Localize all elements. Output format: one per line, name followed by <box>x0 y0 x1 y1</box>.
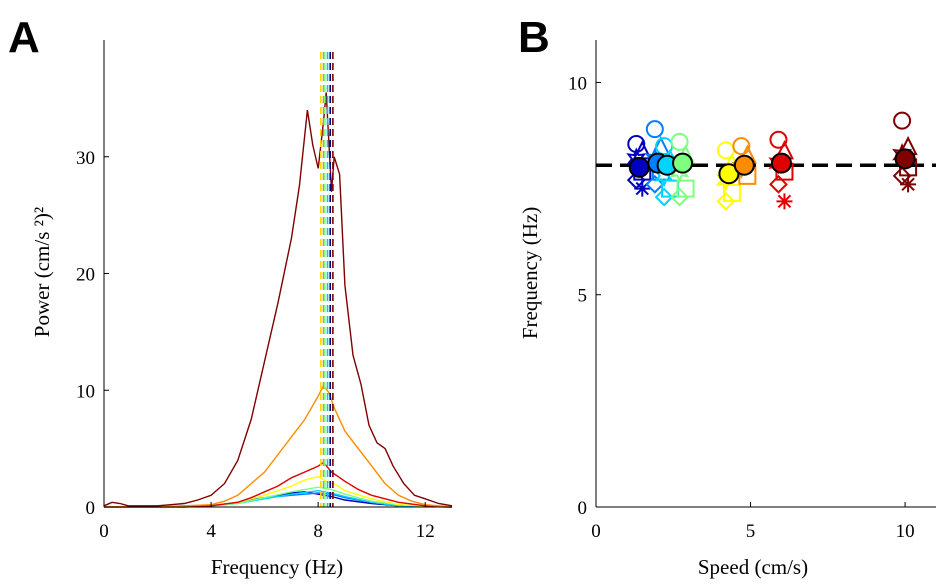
panel-a-x-tick-label: 0 <box>99 521 109 542</box>
panel-a-x-axis-label: Frequency (Hz) <box>211 555 343 579</box>
panel-b-point <box>769 130 788 149</box>
panel-b-point <box>676 179 695 198</box>
panel-b-point <box>634 180 651 197</box>
panel-b-point <box>900 176 917 193</box>
panel-b-point <box>893 111 912 130</box>
panel-b-chart: 0 5 10 0 5 10 Speed (cm/s) Frequency (Hz) <box>518 40 936 579</box>
panel-b-point <box>732 137 751 156</box>
panel-b-x-tick-label: 0 <box>591 521 601 542</box>
panel-b-point <box>645 174 665 194</box>
panel-b-point <box>716 191 736 211</box>
panel-b-x-tick-label: 5 <box>746 521 756 542</box>
panel-a-chart: 0 4 8 12 0 10 20 30 Frequency (Hz) Power (cm/s … <box>30 40 453 579</box>
panel-b-y-axis-label: Frequency (Hz) <box>518 207 542 339</box>
panel-a-y-tick-label: 20 <box>76 265 95 286</box>
panel-a-letter: A <box>8 13 40 62</box>
panel-a-peak-lines <box>320 52 334 507</box>
panel-a-series-line <box>103 486 453 508</box>
panel-b-mean-marker <box>628 156 650 178</box>
panel-a-series-group <box>103 92 453 508</box>
panel-b-point <box>645 120 664 139</box>
panel-b-point <box>654 187 674 207</box>
panel-b-point <box>722 183 741 202</box>
panel-b-x-axis-label: Speed (cm/s) <box>698 555 808 579</box>
panel-b-letter: B <box>518 13 550 62</box>
panel-a-y-tick-label: 0 <box>86 498 96 519</box>
panel-b-point <box>769 174 788 194</box>
panel-a-axes: 0 4 8 12 0 10 20 30 <box>76 40 452 542</box>
panel-a-x-tick-label: 4 <box>206 521 216 542</box>
panel-b-axes: 0 5 10 0 5 10 <box>568 40 936 542</box>
panel-a-x-tick-label: 8 <box>313 521 323 542</box>
panel-b-y-tick-label: 10 <box>568 73 587 94</box>
panel-a-y-tick-label: 30 <box>76 148 95 169</box>
panel-b-y-tick-label: 5 <box>578 286 588 307</box>
panel-b-point <box>670 132 689 151</box>
panel-b-scatter-group <box>626 111 918 211</box>
panel-b-point <box>670 187 689 207</box>
panel-b-point <box>776 193 793 210</box>
panel-a-series-line <box>104 461 453 508</box>
panel-b-mean-marker <box>770 152 792 174</box>
panel-a-y-axis-label: Power (cm/s ²)² <box>30 207 54 337</box>
panel-b-mean-marker <box>672 152 694 174</box>
panel-a-y-tick-label: 10 <box>76 381 95 402</box>
panel-a-series-line <box>103 92 453 507</box>
panel-a-series-line <box>104 384 453 508</box>
panel-a-x-tick-label: 12 <box>416 521 435 542</box>
panel-b-y-tick-label: 0 <box>578 498 588 519</box>
panel-b-x-tick-label: 10 <box>896 521 915 542</box>
panel-b-mean-marker <box>733 154 755 176</box>
panel-b-mean-marker <box>894 148 916 170</box>
